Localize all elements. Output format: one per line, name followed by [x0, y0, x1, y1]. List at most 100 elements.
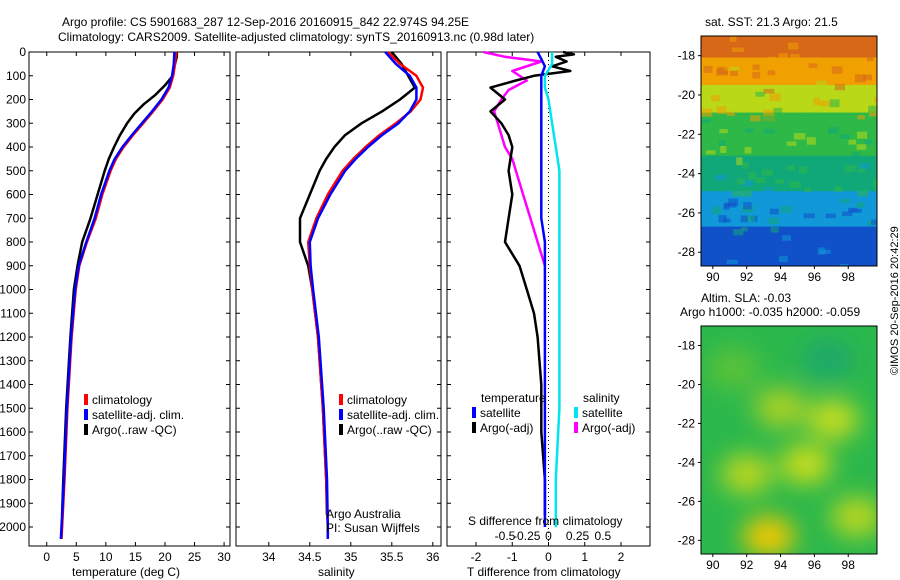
sla-map-subtitle: Argo h1000: -0.035 h2000: -0.059 — [680, 305, 861, 319]
sst-texture-cell — [854, 74, 866, 83]
depth-tick-label: 400 — [6, 140, 26, 154]
temperature-xtick-label: 30 — [217, 550, 231, 564]
sst-texture-cell — [702, 118, 711, 124]
sla-xtick-label: 90 — [706, 558, 720, 572]
sst-texture-cell — [819, 100, 832, 107]
difference-xtick-label: 0 — [545, 550, 552, 564]
sst-texture-cell — [796, 48, 804, 55]
sst-texture-cell — [726, 111, 735, 117]
sst-texture-cell — [808, 63, 818, 68]
sst-texture-cell — [806, 137, 816, 145]
sst-heatmap — [701, 36, 877, 266]
sst-texture-cell — [874, 96, 877, 102]
difference-xlabel: T difference from climatology — [467, 565, 621, 579]
sla-xtick-label: 92 — [740, 558, 754, 572]
sst-texture-cell — [768, 244, 781, 251]
temperature-legend-0-label: climatology — [92, 393, 152, 407]
difference-xtick-label: -1 — [507, 550, 518, 564]
sst-xtick-label: 98 — [842, 270, 856, 284]
sst-texture-cell — [844, 165, 856, 173]
sst-texture-cell — [839, 134, 850, 139]
sst-texture-cell — [788, 244, 798, 253]
sla-ytick-label: -20 — [678, 377, 696, 391]
sst-texture-cell — [769, 208, 779, 215]
temperature-argo-diff-line — [489, 50, 576, 516]
difference-legend-t-argo-label: Argo(-adj) — [480, 421, 533, 435]
depth-tick-label: 1100 — [0, 306, 26, 320]
difference-legend-title-salinity: salinity — [583, 391, 620, 405]
sst-texture-cell — [773, 107, 783, 114]
salinity-plot-frame — [235, 51, 442, 547]
salinity-satellite-diff-line — [543, 52, 561, 527]
sst-texture-cell — [788, 42, 799, 50]
sst-texture-cell — [741, 161, 749, 169]
sla-ytick-label: -18 — [678, 338, 696, 352]
difference-legend-s-sat-swatch — [574, 407, 578, 418]
sla-map-title: Altim. SLA: -0.03 — [701, 291, 792, 305]
sst-texture-cell — [720, 145, 727, 153]
difference-legend-s-argo-swatch — [574, 422, 578, 433]
depth-tick-label: 300 — [6, 116, 26, 130]
sst-texture-cell — [755, 177, 766, 184]
difference-legend-t-argo-swatch — [472, 422, 476, 433]
salinity-diff-scale-label: -0.25 — [513, 529, 541, 543]
sst-texture-cell — [706, 150, 716, 155]
temperature-legend-1-label: satellite-adj. clim. — [92, 408, 184, 422]
sst-texture-cell — [768, 217, 780, 225]
sst-texture-cell — [726, 259, 738, 264]
sst-texture-cell — [856, 144, 867, 150]
sst-texture-cell — [778, 53, 788, 60]
depth-tick-label: 1200 — [0, 330, 26, 344]
sst-texture-cell — [825, 213, 836, 219]
difference-xtick-label: 1 — [581, 550, 588, 564]
sst-texture-cell — [842, 211, 853, 216]
sst-texture-cell — [736, 157, 743, 166]
depth-tick-label: 100 — [6, 69, 26, 83]
sla-blob — [830, 496, 877, 537]
institution-name: Argo Australia — [326, 507, 401, 521]
sla-map-frame — [700, 325, 878, 555]
temperature-legend-2-swatch — [84, 424, 88, 435]
sst-texture-cell — [711, 206, 721, 215]
sst-texture-cell — [859, 163, 871, 169]
salinity-xtick-label: 36 — [426, 550, 440, 564]
sst-texture-cell — [875, 140, 877, 147]
sst-texture-cell — [851, 152, 861, 159]
sst-ytick-label: -28 — [678, 245, 696, 259]
sst-ytick-label: -18 — [678, 49, 696, 63]
sst-texture-cell — [804, 115, 812, 122]
sst-texture-cell — [715, 51, 724, 56]
sst-ytick-label: -26 — [678, 206, 696, 220]
sst-texture-cell — [857, 115, 865, 120]
difference-legend-title-temperature: temperature — [481, 391, 546, 405]
sst-texture-cell — [714, 174, 727, 181]
temperature-climatology-line — [60, 51, 178, 539]
temperature-plot-frame — [28, 51, 231, 547]
depth-tick-label: 2000 — [0, 520, 26, 534]
institution-pi: PI: Susan Wijffels — [326, 521, 420, 535]
sst-texture-cell — [775, 179, 784, 184]
sst-texture-cell — [871, 249, 877, 256]
sst-texture-cell — [848, 207, 858, 213]
sla-blob — [720, 454, 773, 495]
sst-texture-cell — [858, 166, 866, 173]
depth-tick-label: 700 — [6, 211, 26, 225]
sla-xtick-label: 98 — [842, 558, 856, 572]
sst-texture-cell — [750, 115, 761, 122]
sla-blob — [779, 444, 832, 485]
salinity-diff-scale-label: -0.5 — [495, 529, 516, 543]
difference-legend-s-argo-label: Argo(-adj) — [582, 421, 635, 435]
sst-texture-cell — [743, 202, 752, 210]
salinity-xlabel: salinity — [318, 565, 355, 579]
sst-texture-cell — [869, 110, 877, 117]
difference-xtick-label: -2 — [471, 550, 482, 564]
temperature-argo-line — [60, 52, 179, 516]
sla-blob — [754, 387, 807, 428]
sst-texture-cell — [779, 255, 788, 263]
sst-texture-cell — [763, 128, 775, 134]
depth-tick-label: 900 — [6, 259, 26, 273]
salinity-legend-0-swatch — [339, 394, 343, 405]
salinity-legend-2-swatch — [339, 424, 343, 435]
sst-texture-cell — [763, 88, 775, 94]
temperature-legend-2-label: Argo(..raw -QC) — [92, 423, 177, 437]
